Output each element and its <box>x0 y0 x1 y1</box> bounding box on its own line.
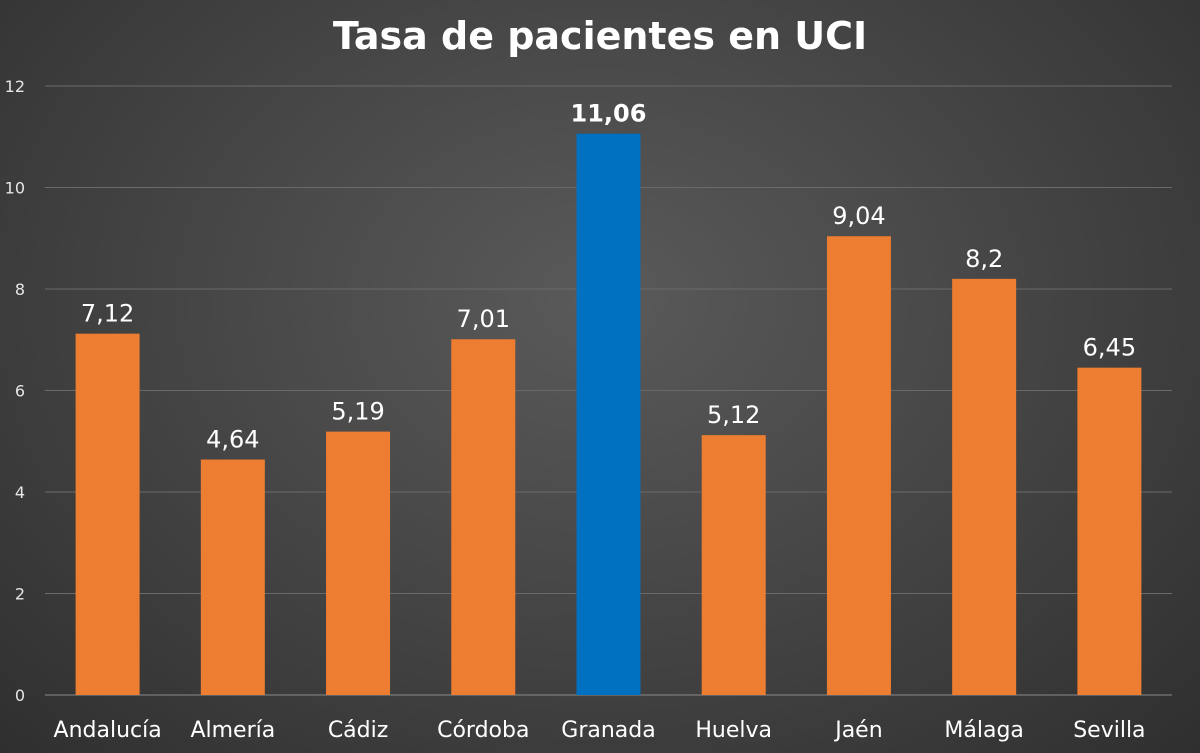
bar-almería <box>200 459 265 695</box>
y-tick-label: 10 <box>5 179 25 198</box>
bar-granada <box>576 133 641 695</box>
y-tick-label: 0 <box>15 686 25 705</box>
y-axis: 0 2 4 6 8 10 12 <box>5 77 25 705</box>
x-axis: Andalucía Almería Cádiz Córdoba Granada Huelv… <box>54 718 1146 743</box>
x-tick-label: Málaga <box>944 718 1024 743</box>
y-tick-label: 6 <box>15 382 25 401</box>
data-label: 7,12 <box>81 300 134 328</box>
y-tick-label: 4 <box>15 483 25 502</box>
bars <box>75 133 1142 695</box>
data-label: 9,04 <box>832 202 885 230</box>
data-label: 8,2 <box>965 245 1003 273</box>
x-tick-label: Sevilla <box>1073 718 1145 743</box>
bar-málaga <box>952 278 1017 695</box>
bar-sevilla <box>1077 367 1142 695</box>
y-tick-label: 8 <box>15 280 25 299</box>
data-label: 7,01 <box>457 305 510 333</box>
bar-cádiz <box>326 431 391 695</box>
bar-córdoba <box>451 339 516 695</box>
data-label: 4,64 <box>206 426 259 454</box>
data-label: 5,12 <box>707 401 760 429</box>
chart-title: Tasa de pacientes en UCI <box>332 14 868 58</box>
data-label: 6,45 <box>1083 334 1136 362</box>
y-tick-label: 12 <box>5 77 25 96</box>
x-tick-label: Almería <box>190 718 275 743</box>
bar-jaén <box>826 236 891 695</box>
x-tick-label: Huelva <box>695 718 772 743</box>
data-labels: 7,12 4,64 5,19 7,01 11,06 5,12 9,04 8,2 6,45 <box>81 100 1136 454</box>
bar-andalucía <box>75 333 140 695</box>
y-tick-label: 2 <box>15 585 25 604</box>
x-tick-label: Granada <box>561 718 655 743</box>
x-tick-label: Córdoba <box>437 718 529 743</box>
data-label: 5,19 <box>331 398 384 426</box>
x-tick-label: Cádiz <box>328 718 388 743</box>
x-tick-label: Jaén <box>833 718 882 743</box>
data-label: 11,06 <box>571 100 647 128</box>
x-tick-label: Andalucía <box>54 718 162 743</box>
bar-huelva <box>701 435 766 695</box>
